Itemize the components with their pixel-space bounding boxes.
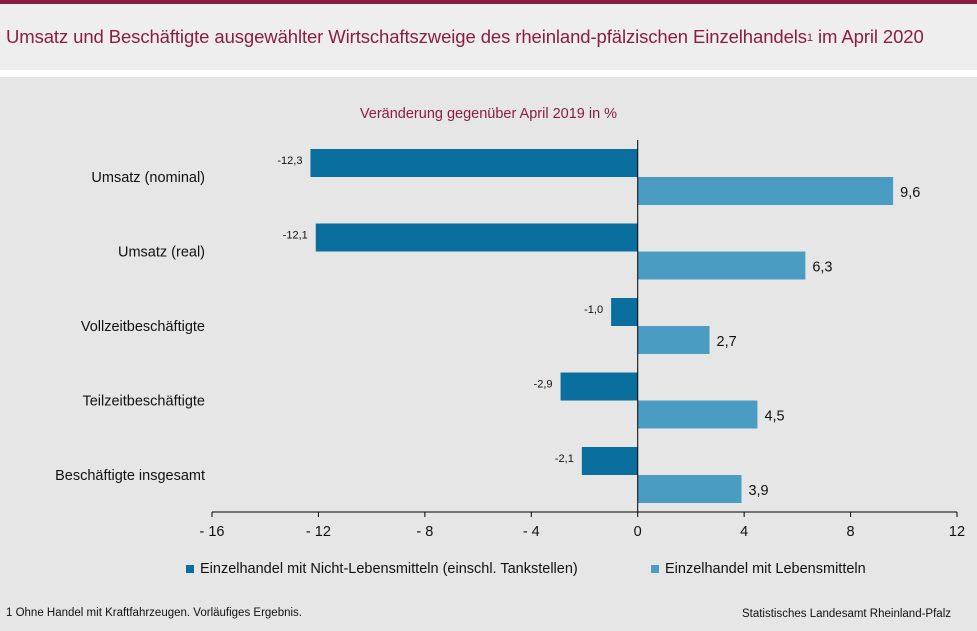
bar-non-food xyxy=(581,447,638,475)
footnote-marker: 1 xyxy=(806,32,813,44)
legend-swatch-food xyxy=(651,565,659,573)
bar-food xyxy=(637,400,758,429)
category-label: Umsatz (real) xyxy=(118,245,205,261)
data-label-food: 6,3 xyxy=(812,260,832,276)
data-label-non-food: -2,1 xyxy=(555,453,574,465)
chart-title: Umsatz und Beschäftigte ausgewählter Wir… xyxy=(6,26,924,48)
x-tick-label: - 4 xyxy=(523,524,540,540)
category-label: Umsatz (nominal) xyxy=(91,170,205,186)
data-label-non-food: -2,9 xyxy=(534,379,553,391)
legend-label-food: Einzelhandel mit Lebensmitteln xyxy=(665,561,866,577)
category-label: Teilzeitbeschäftigte xyxy=(82,394,205,410)
bar-non-food xyxy=(611,298,638,326)
data-label-non-food: -1,0 xyxy=(584,304,603,316)
bar-food xyxy=(637,251,806,280)
legend-item-food: Einzelhandel mit Lebensmitteln xyxy=(651,561,866,577)
bar-non-food xyxy=(310,149,638,177)
chart-title-suffix: im April 2020 xyxy=(812,26,924,47)
source-credit: Statistisches Landesamt Rheinland-Pfalz xyxy=(741,608,951,620)
x-tick-label: 12 xyxy=(949,524,965,540)
bar-food xyxy=(637,326,710,354)
chart-title-text: Umsatz und Beschäftigte ausgewählter Wir… xyxy=(6,26,807,47)
legend-swatch-non-food xyxy=(186,565,194,573)
data-label-food: 2,7 xyxy=(717,334,737,350)
bar-non-food xyxy=(560,372,638,401)
data-label-food: 9,6 xyxy=(900,185,920,201)
bar-non-food xyxy=(315,223,638,252)
chart-subtitle: Veränderung gegenüber April 2019 in % xyxy=(359,106,618,122)
x-tick-label: - 12 xyxy=(306,524,331,540)
footnote: 1 Ohne Handel mit Kraftfahrzeugen. Vorlä… xyxy=(6,607,302,619)
category-label: Beschäftigte insgesamt xyxy=(55,468,205,484)
legend-item-non-food: Einzelhandel mit Nicht-Lebensmitteln (ei… xyxy=(186,561,578,577)
x-tick-label: - 8 xyxy=(416,524,433,540)
x-tick-label: 8 xyxy=(847,524,855,540)
x-tick-label: 4 xyxy=(740,524,748,540)
data-label-non-food: -12,1 xyxy=(283,230,308,242)
category-label: Vollzeitbeschäftigte xyxy=(81,319,205,335)
top-accent-bar xyxy=(0,0,977,4)
x-tick-label: - 16 xyxy=(200,524,225,540)
x-tick-label: 0 xyxy=(634,524,642,540)
title-band xyxy=(0,4,977,70)
bar-food xyxy=(637,475,742,503)
data-label-food: 3,9 xyxy=(748,483,768,499)
legend-label-non-food: Einzelhandel mit Nicht-Lebensmitteln (ei… xyxy=(200,561,578,577)
title-separator xyxy=(0,70,977,77)
data-label-non-food: -12,3 xyxy=(277,155,302,167)
data-label-food: 4,5 xyxy=(764,409,784,425)
bar-food xyxy=(637,177,894,205)
